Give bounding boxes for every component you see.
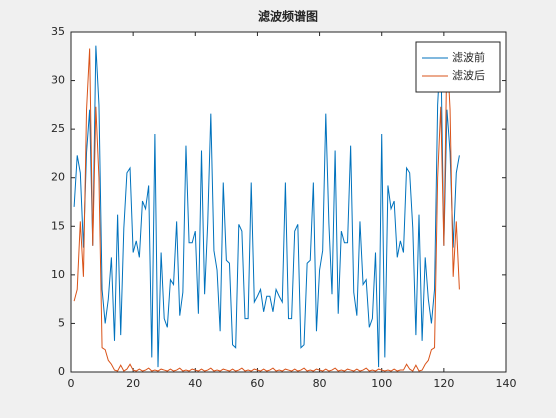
x-tick-label: 140 [496, 377, 517, 390]
y-tick-label: 5 [58, 316, 65, 329]
legend-label: 滤波前 [452, 50, 485, 64]
x-tick-label: 60 [250, 377, 264, 390]
legend-box [415, 41, 501, 93]
y-tick-label: 35 [51, 25, 65, 38]
x-tick-label: 120 [433, 377, 454, 390]
plot-border [70, 31, 507, 373]
legend-label: 滤波后 [452, 69, 485, 82]
x-tick-label: 0 [68, 377, 75, 390]
x-tick-label: 40 [188, 377, 202, 390]
chart-title: 滤波频谱图 [258, 9, 318, 24]
x-tick-label: 80 [313, 377, 327, 390]
y-tick-label: 25 [51, 122, 65, 135]
y-tick-label: 0 [58, 365, 65, 378]
y-tick-label: 20 [51, 171, 65, 184]
y-tick-label: 30 [51, 74, 65, 87]
line-series [73, 45, 460, 368]
line-series [73, 48, 460, 372]
x-tick-label: 20 [126, 377, 140, 390]
y-tick-label: 10 [51, 268, 65, 281]
x-tick-label: 100 [371, 377, 392, 390]
y-tick-label: 15 [51, 219, 65, 232]
